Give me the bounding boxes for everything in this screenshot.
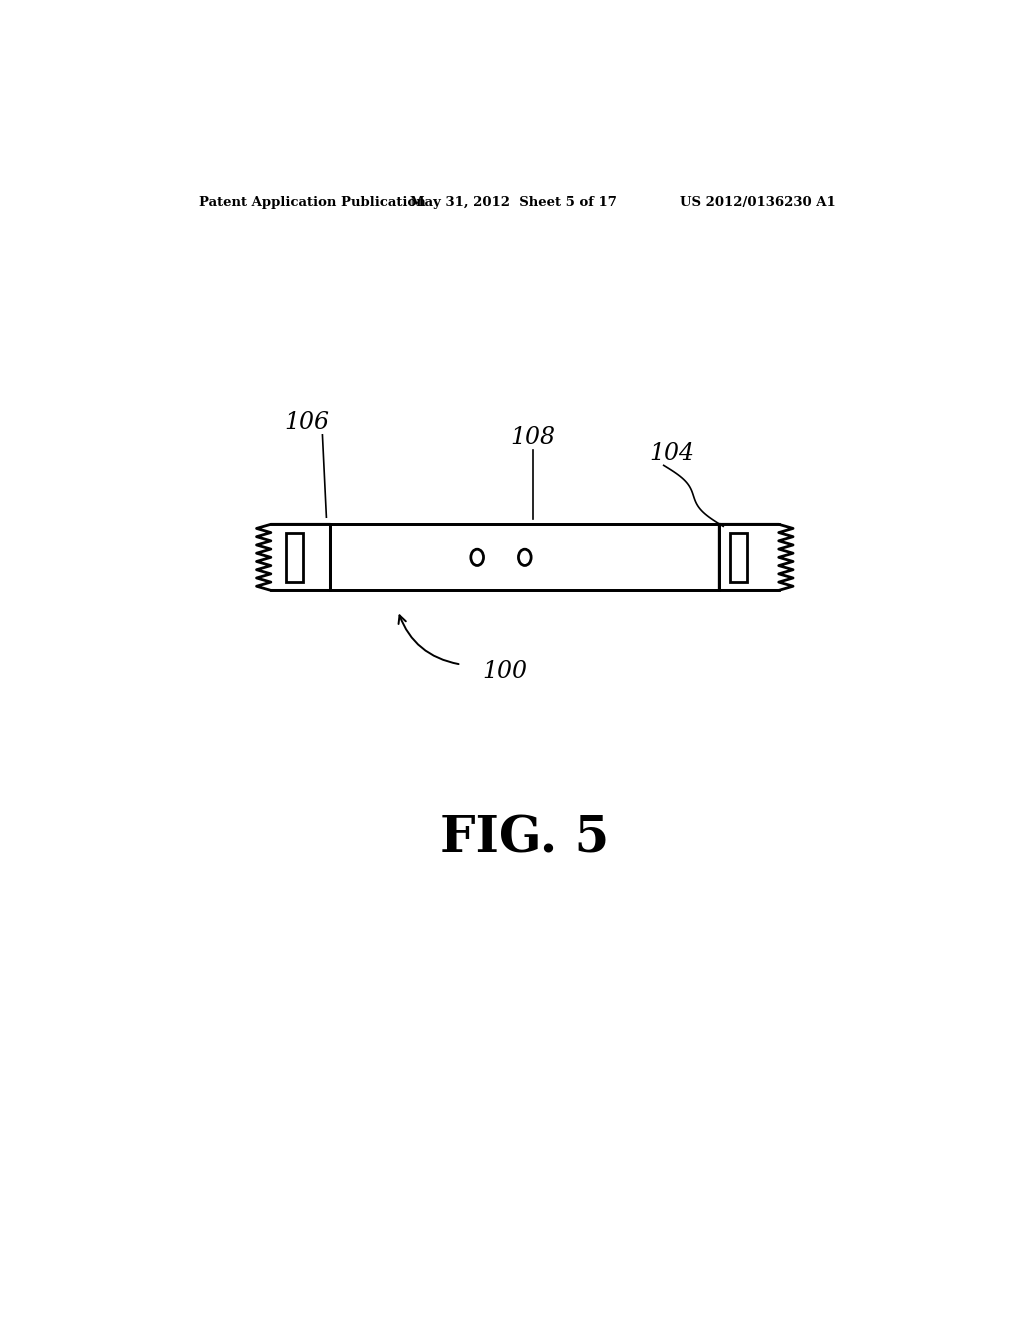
Polygon shape	[719, 524, 793, 590]
Text: US 2012/0136230 A1: US 2012/0136230 A1	[680, 195, 836, 209]
Polygon shape	[257, 524, 331, 590]
Text: FIG. 5: FIG. 5	[440, 814, 609, 863]
Text: 106: 106	[284, 411, 329, 434]
Text: Patent Application Publication: Patent Application Publication	[200, 195, 426, 209]
Text: May 31, 2012  Sheet 5 of 17: May 31, 2012 Sheet 5 of 17	[410, 195, 616, 209]
Text: 104: 104	[649, 442, 694, 465]
Circle shape	[518, 549, 531, 565]
Text: 100: 100	[482, 660, 527, 684]
Circle shape	[471, 549, 483, 565]
Bar	[331, 524, 719, 590]
Text: 108: 108	[510, 426, 555, 449]
Bar	[286, 533, 303, 582]
Bar	[730, 533, 748, 582]
